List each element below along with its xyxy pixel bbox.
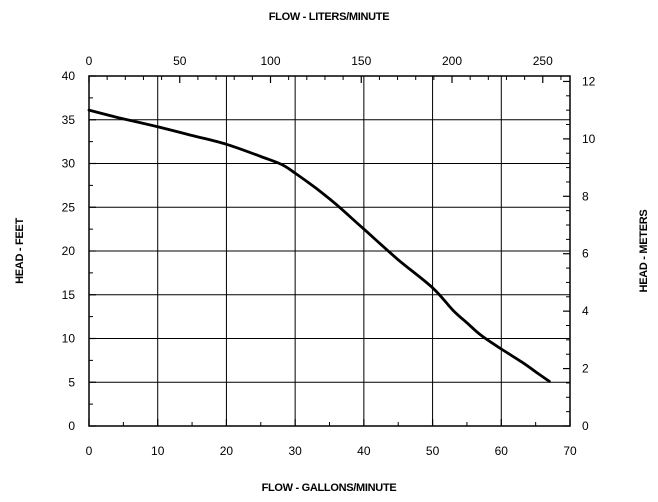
y2-tick-label: 0 (582, 419, 589, 433)
y-tick-label: 10 (62, 332, 76, 346)
y-tick-label: 20 (62, 244, 76, 258)
x2-axis-title: FLOW - LITERS/MINUTE (269, 11, 389, 23)
x2-tick-label: 100 (260, 54, 280, 68)
x2-tick-label: 0 (86, 54, 93, 68)
y-tick-label: 15 (62, 288, 76, 302)
x-tick-label: 10 (151, 444, 165, 458)
y-tick-label: 25 (62, 200, 76, 214)
x-tick-label: 40 (357, 444, 371, 458)
y2-tick-label: 12 (582, 74, 596, 88)
x-tick-label: 30 (288, 444, 302, 458)
x2-tick-label: 200 (442, 54, 462, 68)
y2-tick-label: 2 (582, 362, 589, 376)
y-tick-label: 0 (68, 419, 75, 433)
x-tick-label: 50 (426, 444, 440, 458)
x2-tick-label: 150 (351, 54, 371, 68)
x-tick-label: 60 (495, 444, 509, 458)
x2-tick-label: 250 (533, 54, 553, 68)
y-tick-label: 5 (68, 375, 75, 389)
axis-ticks (88, 75, 571, 427)
x-axis-title: FLOW - GALLONS/MINUTE (262, 482, 397, 494)
x-tick-label: 70 (563, 444, 577, 458)
y-axis-title: HEAD - FEET (14, 218, 26, 284)
y2-tick-label: 10 (582, 132, 596, 146)
y2-tick-label: 6 (582, 247, 589, 261)
x-tick-label: 20 (220, 444, 234, 458)
y2-tick-label: 8 (582, 189, 589, 203)
x2-tick-label: 50 (173, 54, 187, 68)
grid-lines (89, 76, 570, 426)
series-line (87, 108, 551, 383)
y2-axis-title: HEAD - METERS (638, 210, 650, 293)
series-group (87, 108, 551, 383)
y-tick-label: 40 (62, 69, 76, 83)
x-tick-label: 0 (86, 444, 93, 458)
y-tick-label: 35 (62, 113, 76, 127)
y-tick-label: 30 (62, 157, 76, 171)
y2-tick-label: 4 (582, 304, 589, 318)
